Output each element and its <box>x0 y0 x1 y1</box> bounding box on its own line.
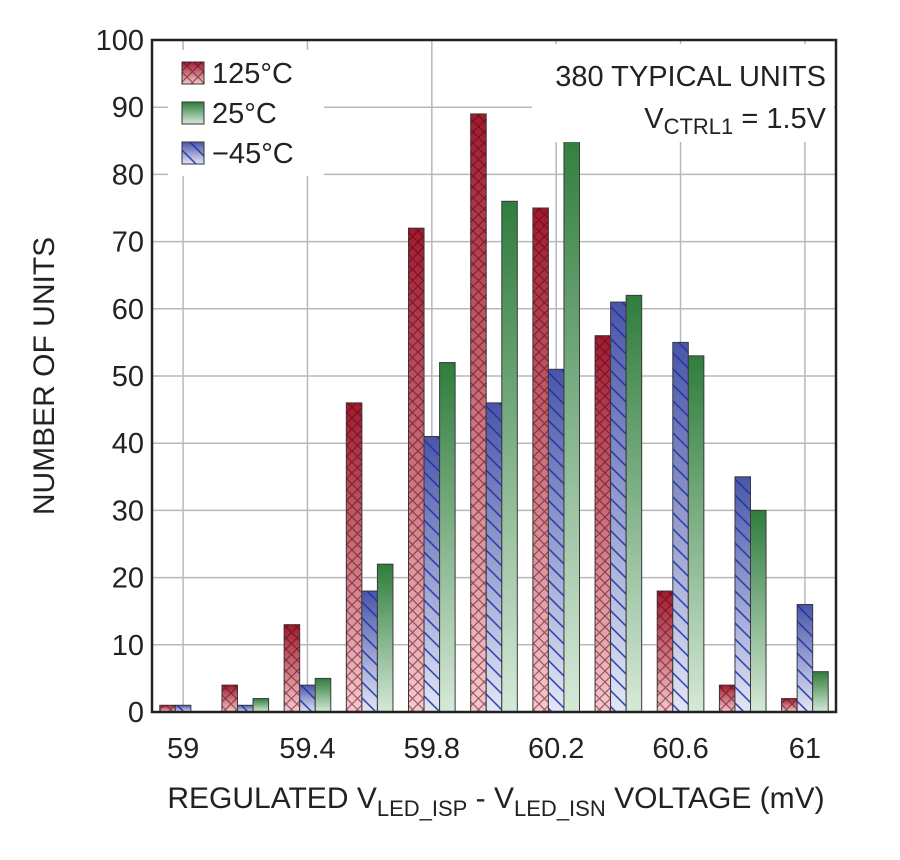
x-tick-label: 60.6 <box>652 733 708 765</box>
legend-label: −45°C <box>212 138 294 170</box>
bar-45Cc <box>361 590 378 713</box>
bar-25Cc <box>376 563 394 713</box>
y-tick-label: 30 <box>112 495 144 527</box>
bar-125Cc <box>408 227 425 713</box>
x-tick-label: 61 <box>789 733 821 765</box>
annotation-background <box>532 44 834 142</box>
bar-25Cc <box>625 294 643 713</box>
bar-25Cc <box>812 671 829 713</box>
y-tick-label: 20 <box>112 563 144 595</box>
x-tick-label: 59 <box>167 733 199 765</box>
y-tick-label: 70 <box>112 227 144 259</box>
legend-item: −45°C <box>181 138 294 170</box>
bar-25Cc <box>687 355 705 713</box>
bar-125Cc <box>594 335 612 713</box>
plot-frame <box>150 38 838 714</box>
annotation-vctrl: VCTRL1 = 1.5V <box>644 103 826 139</box>
bar-45Cc <box>796 603 814 713</box>
x-tick-label: 59.8 <box>404 733 460 765</box>
bar-125Cc <box>656 590 674 713</box>
bar-125Cc <box>532 207 549 713</box>
bar-25Cc <box>750 509 767 713</box>
y-tick-label: 40 <box>112 428 144 460</box>
bar-25Cc <box>563 126 580 713</box>
bar-45Cc <box>485 402 503 713</box>
ticks: 0 10 20 30 40 50 60 70 80 90 100 59 59.4 59.8 60.2 60.6… <box>96 25 821 765</box>
bar-45Cc <box>299 684 316 713</box>
legend: 125°C 25°C −45°C <box>168 50 324 176</box>
y-tick-label: 60 <box>112 294 144 326</box>
y-tick-label: 10 <box>112 630 144 662</box>
bar-25Cc <box>439 362 456 713</box>
bar-45Cc <box>672 341 689 713</box>
bar-45Cc <box>734 476 751 713</box>
bar-125Cc <box>345 402 363 713</box>
bar-25Cc <box>501 200 518 713</box>
bar-25Cc <box>252 698 270 713</box>
bar-45Cc <box>547 368 565 713</box>
bar-45Cc <box>423 435 441 713</box>
legend-item: 25°C <box>181 98 277 130</box>
y-tick-label: 100 <box>96 25 144 57</box>
bar-125Cc <box>718 684 736 713</box>
legend-swatch <box>181 101 205 125</box>
y-tick-label: 90 <box>112 92 144 124</box>
x-axis-label: REGULATED VLED_ISP - VLED_ISN VOLTAGE (m… <box>167 782 824 821</box>
y-axis-label: NUMBER OF UNITS <box>28 237 61 515</box>
legend-item: 125°C <box>181 58 293 90</box>
legend-label: 125°C <box>212 58 293 90</box>
bar-125Cc <box>221 684 238 713</box>
y-tick-label: 0 <box>128 697 144 729</box>
bar-125Cc <box>781 698 798 713</box>
bar-125Cc <box>470 113 487 713</box>
x-tick-label: 60.2 <box>528 733 584 765</box>
y-tick-label: 50 <box>112 361 144 393</box>
y-tick-label: 80 <box>112 159 144 191</box>
annotation-units: 380 TYPICAL UNITS <box>555 61 826 93</box>
bars <box>159 113 829 713</box>
bar-125Cc <box>283 624 301 713</box>
x-tick-label: 59.4 <box>279 733 335 765</box>
legend-label: 25°C <box>212 98 277 130</box>
bar-45Cc <box>610 301 627 713</box>
bar-25Cc <box>314 677 332 713</box>
